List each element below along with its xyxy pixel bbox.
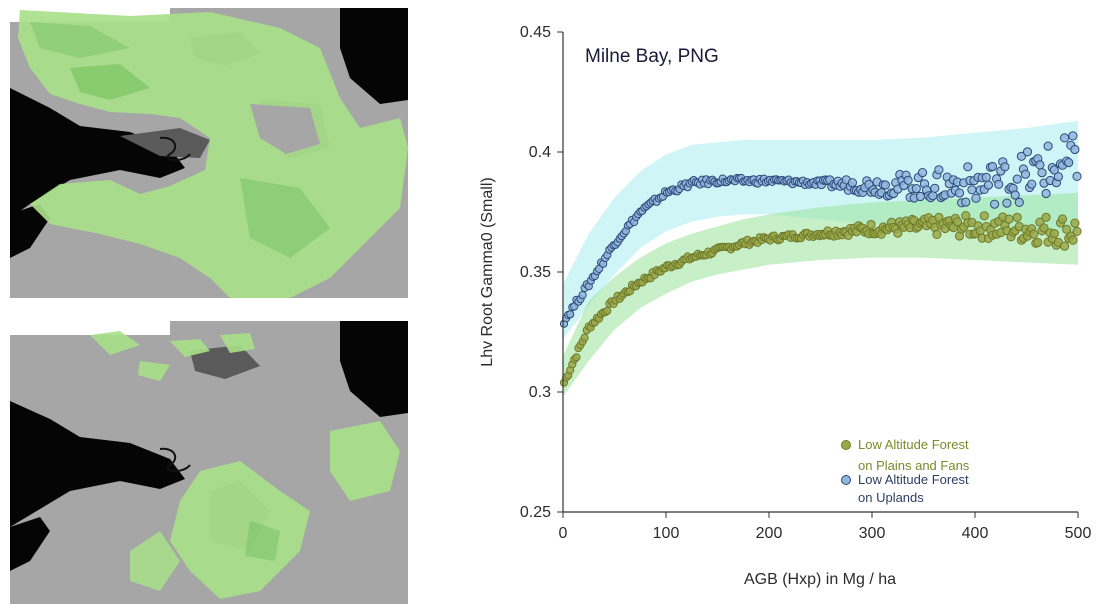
data-point (1062, 224, 1072, 234)
data-point (1070, 144, 1080, 155)
data-points (559, 131, 1082, 387)
data-point (1039, 223, 1049, 233)
data-point (971, 193, 981, 203)
data-point (1014, 197, 1024, 207)
data-point (1053, 172, 1064, 182)
confidence-band (563, 192, 1078, 397)
data-point (967, 185, 977, 195)
data-point (930, 183, 940, 193)
data-point (917, 168, 928, 178)
data-point (1049, 165, 1059, 175)
data-point (1022, 147, 1033, 157)
data-point (983, 180, 994, 190)
data-point (880, 180, 890, 190)
data-point (866, 219, 876, 230)
data-point (915, 191, 925, 202)
data-point (932, 229, 942, 239)
data-point (1057, 214, 1068, 224)
data-point (963, 162, 973, 172)
data-point (847, 178, 857, 188)
data-point (1068, 131, 1078, 141)
data-point (903, 175, 913, 185)
data-point (954, 188, 965, 198)
scatter-chart: 0 100 200 300 400 500 0.25 0.3 0.35 0.4 0.45 Milne… (479, 24, 1092, 588)
data-point (1004, 214, 1014, 224)
data-point (1010, 190, 1020, 200)
data-point (1041, 188, 1051, 199)
legend-label: on Plains and Fans (858, 458, 970, 473)
data-point (566, 310, 575, 319)
data-point (1035, 160, 1045, 170)
data-point (1068, 235, 1078, 245)
data-point (1029, 229, 1039, 239)
data-point (1000, 162, 1010, 172)
data-point (979, 211, 989, 221)
chart-title: Milne Bay, PNG (585, 46, 719, 67)
legend-label: on Uplands (858, 490, 924, 505)
data-point (1016, 151, 1027, 161)
x-tick-label: 100 (653, 525, 680, 542)
x-tick-label: 200 (756, 525, 783, 542)
data-point (1027, 179, 1037, 189)
data-point (1002, 198, 1012, 208)
data-point (603, 306, 612, 315)
data-point (1041, 212, 1051, 222)
data-point (934, 165, 944, 175)
data-point (578, 291, 587, 300)
data-point (1037, 168, 1047, 178)
y-axis-label: Lhv Root Gamma0 (Small) (479, 177, 496, 366)
x-tick-label: 300 (859, 525, 886, 542)
data-point (1020, 169, 1031, 179)
data-point (952, 217, 963, 227)
x-tick-label: 0 (559, 525, 568, 542)
x-axis-label: AGB (Hxp) in Mg / ha (744, 571, 896, 588)
data-point (1072, 226, 1082, 236)
data-point (987, 161, 998, 172)
x-tick-label: 500 (1065, 525, 1092, 542)
data-point (1072, 171, 1082, 181)
legend-marker (841, 475, 851, 485)
data-point (893, 228, 903, 238)
y-tick-label: 0.45 (520, 24, 551, 41)
data-point (1070, 218, 1080, 228)
y-tick-label: 0.3 (529, 384, 551, 401)
legend-label: Low Altitude Forest (858, 437, 969, 452)
data-point (928, 191, 938, 201)
data-point (1012, 174, 1022, 184)
x-tick-label: 400 (962, 525, 989, 542)
data-point (1049, 229, 1059, 239)
data-point (572, 353, 581, 362)
data-point (1033, 237, 1043, 248)
data-point (990, 199, 1000, 209)
y-tick-label: 0.4 (529, 144, 551, 161)
data-point (981, 172, 991, 182)
data-point (911, 184, 921, 194)
data-point (1060, 241, 1070, 251)
data-point (1012, 212, 1022, 222)
data-point (961, 197, 971, 207)
legend-label: Low Altitude Forest (858, 472, 969, 487)
data-point (580, 333, 589, 342)
y-tick-label: 0.35 (520, 264, 551, 281)
forest-map-bottom (10, 321, 408, 604)
data-point (1043, 141, 1053, 151)
axis-ticks: 0 100 200 300 400 500 0.25 0.3 0.35 0.4 0.45 (520, 24, 1092, 542)
legend-marker (841, 440, 851, 450)
data-point (1064, 158, 1074, 168)
chart-container: 0 100 200 300 400 500 0.25 0.3 0.35 0.4 0.45 Milne… (440, 0, 1098, 605)
data-point (1060, 133, 1070, 143)
y-tick-label: 0.25 (520, 504, 551, 521)
data-point (994, 179, 1004, 189)
forest-map-top (10, 8, 408, 298)
